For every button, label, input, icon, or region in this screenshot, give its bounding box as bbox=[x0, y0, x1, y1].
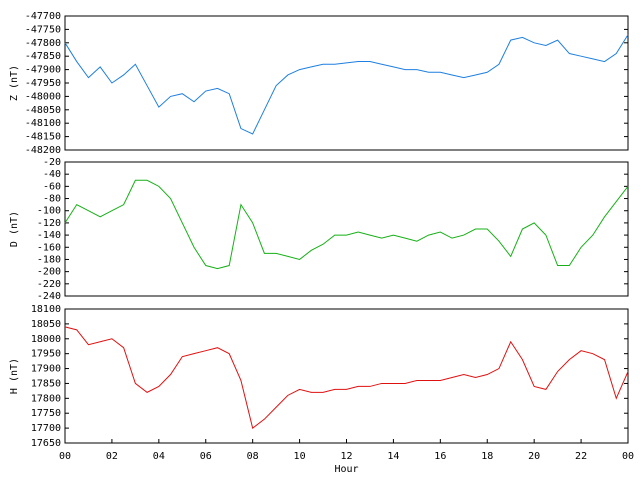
data-line bbox=[64, 34, 629, 135]
y-tick-label: -240 bbox=[37, 291, 61, 302]
y-tick-label: -180 bbox=[37, 254, 61, 265]
y-tick-label: -220 bbox=[37, 279, 61, 290]
y-axis-label: H (nT) bbox=[9, 358, 20, 394]
y-tick-label: 17750 bbox=[31, 408, 61, 419]
x-tick-label: 10 bbox=[294, 451, 306, 462]
y-axis-label: Z (nT) bbox=[9, 65, 20, 101]
x-tick-label: 22 bbox=[575, 451, 587, 462]
y-tick-label: -140 bbox=[37, 230, 61, 241]
x-tick-label: 20 bbox=[528, 451, 540, 462]
x-tick-label: 12 bbox=[340, 451, 352, 462]
y-tick-label: -47900 bbox=[25, 65, 61, 76]
y-tick-label: -47750 bbox=[25, 24, 61, 35]
panel-frame bbox=[64, 308, 629, 444]
y-tick-label: 18100 bbox=[31, 304, 61, 315]
y-tick-label: -80 bbox=[43, 194, 61, 205]
y-tick-label: -120 bbox=[37, 218, 61, 229]
x-tick-label: 04 bbox=[153, 451, 165, 462]
x-axis-label: Hour bbox=[334, 464, 358, 475]
y-tick-label: -40 bbox=[43, 169, 61, 180]
y-tick-label: -20 bbox=[43, 157, 61, 168]
y-tick-label: 17650 bbox=[31, 438, 61, 449]
x-tick-label: 00 bbox=[59, 451, 71, 462]
y-tick-label: 17850 bbox=[31, 378, 61, 389]
y-tick-label: -200 bbox=[37, 267, 61, 278]
y-tick-label: -48150 bbox=[25, 132, 61, 143]
y-axis-label: D (nT) bbox=[9, 211, 20, 247]
panel-frame bbox=[64, 161, 629, 297]
y-tick-label: -47850 bbox=[25, 51, 61, 62]
data-line bbox=[64, 326, 629, 429]
y-tick-label: -47950 bbox=[25, 78, 61, 89]
x-tick-label: 00 bbox=[622, 451, 634, 462]
y-tick-label: -47800 bbox=[25, 38, 61, 49]
y-tick-label: -48050 bbox=[25, 105, 61, 116]
x-tick-label: 18 bbox=[481, 451, 493, 462]
y-tick-label: 17800 bbox=[31, 393, 61, 404]
y-tick-label: 18050 bbox=[31, 319, 61, 330]
y-tick-label: -160 bbox=[37, 242, 61, 253]
y-tick-label: -100 bbox=[37, 206, 61, 217]
y-tick-label: 17950 bbox=[31, 349, 61, 360]
y-tick-label: 17700 bbox=[31, 423, 61, 434]
x-tick-label: 06 bbox=[200, 451, 212, 462]
y-tick-label: 18000 bbox=[31, 334, 61, 345]
x-tick-label: 02 bbox=[106, 451, 118, 462]
y-tick-label: -48100 bbox=[25, 118, 61, 129]
x-tick-label: 08 bbox=[247, 451, 259, 462]
y-tick-label: -47700 bbox=[25, 11, 61, 22]
data-line bbox=[64, 179, 629, 270]
y-tick-label: -48000 bbox=[25, 91, 61, 102]
y-tick-label: -48200 bbox=[25, 145, 61, 156]
y-tick-label: 17900 bbox=[31, 364, 61, 375]
x-tick-label: 14 bbox=[387, 451, 399, 462]
x-tick-label: 16 bbox=[434, 451, 446, 462]
panel-frame bbox=[64, 15, 629, 151]
y-tick-label: -60 bbox=[43, 181, 61, 192]
